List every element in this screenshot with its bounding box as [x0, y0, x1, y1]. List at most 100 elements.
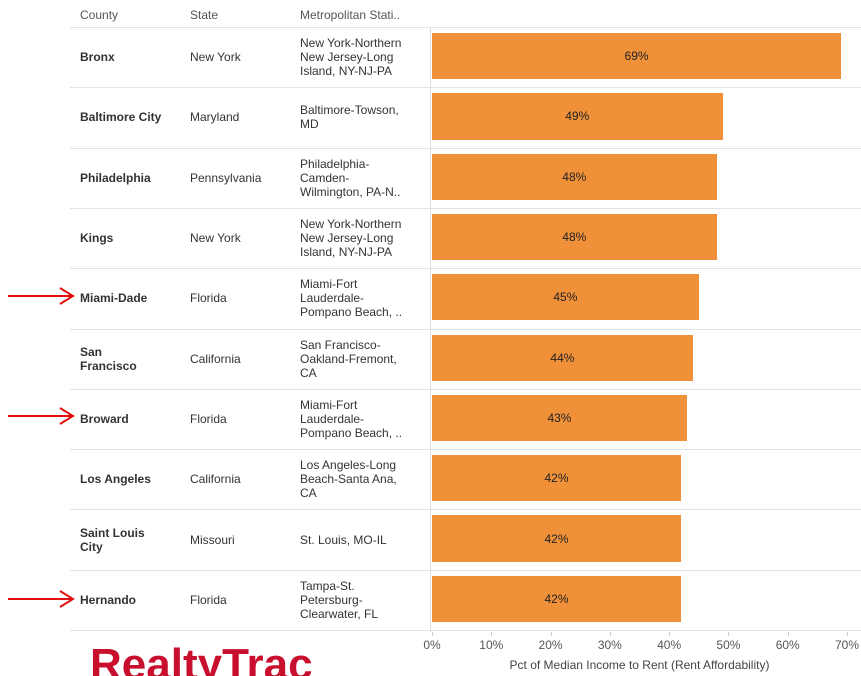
x-tick: [847, 632, 848, 636]
value-label: 44%: [550, 350, 575, 365]
metro: San Francisco-: [300, 337, 381, 352]
column-header: Metropolitan Stati..: [300, 8, 401, 22]
county: Saint Louis: [80, 525, 145, 540]
x-tick: [432, 632, 433, 636]
row-separator: [70, 509, 861, 511]
state: Missouri: [190, 532, 235, 547]
metro: Los Angeles-Long: [300, 458, 397, 473]
arrows: [8, 287, 75, 608]
x-axis-title: Pct of Median Income to Rent (Rent Affor…: [509, 658, 770, 672]
value-label: 43%: [547, 410, 572, 425]
x-tick-label: 30%: [597, 638, 622, 652]
row-separator: [70, 630, 861, 631]
row-separator: [70, 449, 861, 451]
row-separator: [70, 27, 861, 28]
value-label: 42%: [544, 471, 569, 486]
state: Florida: [190, 411, 227, 426]
bar: [432, 515, 681, 562]
x-tick-label: 0%: [423, 638, 441, 652]
county: Broward: [80, 411, 129, 426]
metro: Petersburg-: [300, 592, 363, 607]
row-separator: [70, 147, 861, 149]
metro: Island, NY-NJ-PA: [300, 64, 393, 79]
metro: Miami-Fort: [300, 397, 358, 412]
value-label: 45%: [553, 290, 578, 305]
column-header: County: [80, 8, 119, 22]
county: City: [80, 539, 103, 554]
metro: Camden-: [300, 170, 350, 185]
state: New York: [190, 50, 241, 65]
x-tick-label: 50%: [716, 638, 741, 652]
metro: Pompano Beach, ..: [300, 425, 403, 440]
state: Maryland: [190, 110, 240, 125]
metro: Baltimore-Towson,: [300, 103, 399, 118]
bar: [432, 33, 842, 80]
metro: Lauderdale-: [300, 291, 365, 306]
value-label: 49%: [565, 109, 590, 124]
metro: Pompano Beach, ..: [300, 305, 403, 320]
bar: [432, 153, 717, 200]
county: Baltimore City: [80, 110, 162, 125]
x-tick: [669, 632, 671, 636]
state: Florida: [190, 291, 227, 306]
bar: [432, 274, 699, 321]
bar: [432, 213, 717, 261]
row-separator: [70, 268, 861, 270]
value-label: 42%: [544, 591, 569, 606]
metro: New Jersey-Long: [300, 231, 394, 246]
row-separator: [70, 207, 861, 209]
arrow: [8, 407, 75, 425]
metro: New York-Northern: [300, 36, 402, 51]
state: California: [190, 472, 241, 487]
county: Hernando: [80, 592, 137, 607]
metro: MD: [300, 117, 319, 132]
metro: CA: [300, 365, 317, 380]
county: Bronx: [80, 50, 115, 65]
state: New York: [190, 231, 241, 246]
x-tick-label: 10%: [479, 638, 504, 652]
county: Miami-Dade: [80, 291, 148, 306]
county: San: [80, 344, 103, 359]
x-tick: [728, 632, 730, 636]
bar: [432, 334, 693, 381]
metro: Lauderdale-: [300, 411, 365, 426]
x-tick-label: 20%: [538, 638, 563, 652]
x-tick-label: 40%: [657, 638, 682, 652]
metro: Island, NY-NJ-PA: [300, 245, 393, 260]
state: Florida: [190, 592, 227, 607]
value-label: 69%: [624, 49, 649, 64]
state: Pennsylvania: [190, 170, 262, 185]
bar: [432, 394, 687, 442]
state: California: [190, 351, 241, 366]
value-label: 48%: [562, 230, 587, 245]
axis-line: [430, 27, 431, 632]
bar: [432, 455, 681, 502]
county: Los Angeles: [80, 472, 151, 487]
county: Kings: [80, 231, 114, 246]
row-separator: [70, 569, 861, 571]
value-label: 42%: [544, 531, 569, 546]
bar: [432, 93, 723, 140]
metro: New Jersey-Long: [300, 50, 394, 65]
bar: [432, 575, 681, 622]
x-tick: [609, 632, 611, 636]
metro: Beach-Santa Ana,: [300, 472, 397, 487]
metro: Wilmington, PA-N..: [300, 184, 401, 199]
column-header: State: [190, 8, 219, 22]
county: Philadelphia: [80, 170, 151, 185]
arrow: [8, 590, 75, 608]
row-separator: [70, 328, 861, 330]
metro: Oakland-Fremont,: [300, 351, 397, 366]
metro: Miami-Fort: [300, 277, 358, 292]
row-separator: [70, 87, 861, 89]
x-tick: [491, 632, 493, 636]
metro: Philadelphia-: [300, 156, 370, 171]
x-tick-label: 60%: [775, 638, 800, 652]
row-separator: [70, 388, 861, 390]
metro: New York-Northern: [300, 217, 402, 232]
arrow: [8, 287, 75, 305]
logo: RealtyTrac: [90, 640, 313, 676]
metro: Tampa-St.: [300, 578, 355, 593]
value-label: 48%: [562, 169, 587, 184]
